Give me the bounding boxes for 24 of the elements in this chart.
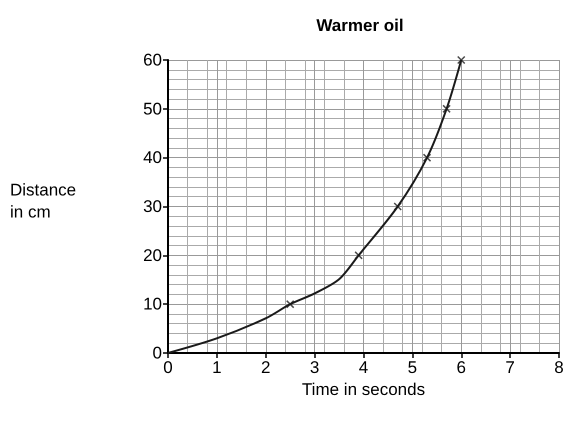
y-tick-label: 30 [143, 197, 162, 216]
chart-title: Warmer oil [316, 16, 404, 35]
x-tick-label: 3 [310, 358, 320, 377]
x-tick-label: 1 [212, 358, 222, 377]
x-tick-label: 8 [554, 358, 564, 377]
x-tick-label: 2 [261, 358, 270, 377]
y-tick-label: 0 [152, 344, 162, 362]
x-tick-label: 5 [408, 358, 418, 377]
point [393, 202, 402, 211]
point [457, 56, 466, 64]
y-tick-label: 50 [143, 99, 162, 118]
x-tick-label: 6 [456, 358, 466, 377]
point [354, 251, 363, 260]
y-tick-label: 60 [143, 50, 162, 70]
x-tick-label: 4 [358, 358, 368, 377]
x-axis-title: Time in seconds [302, 380, 426, 399]
y-tick-label: 40 [143, 148, 162, 168]
y-tick-label: 10 [143, 294, 162, 314]
point [422, 153, 432, 162]
x-tick-label: 7 [505, 358, 515, 377]
point [286, 300, 294, 308]
y-tick-label: 20 [143, 246, 162, 265]
y-axis-title: Distance in cm [10, 180, 76, 222]
point [442, 104, 451, 114]
